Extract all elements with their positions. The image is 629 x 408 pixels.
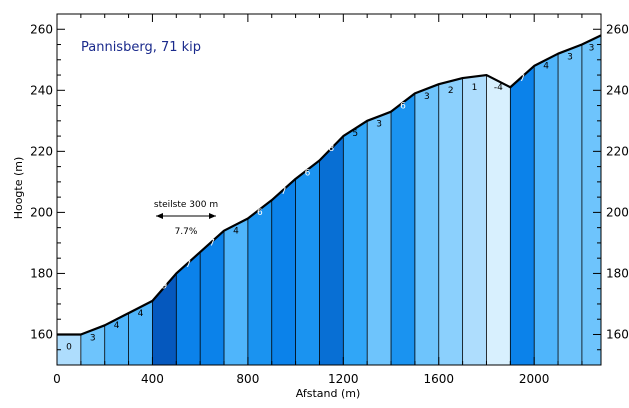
y-tick-label-left: 200 (30, 205, 53, 219)
gradient-segment (486, 75, 511, 365)
y-tick-label-left: 180 (30, 266, 53, 280)
y-tick-label-left: 240 (30, 83, 53, 97)
gradient-label: 1 (472, 83, 478, 93)
gradient-label: 6 (257, 208, 263, 218)
segment-dividers (80, 44, 583, 365)
gradient-label: 0 (66, 342, 72, 352)
gradient-label: 4 (138, 309, 144, 319)
gradient-label: 7 (185, 260, 191, 270)
gradient-segment (152, 273, 177, 365)
gradient-label: 3 (424, 92, 430, 102)
y-tick-label-left: 220 (30, 144, 53, 158)
axis-ticks (56, 13, 601, 366)
steepest-value: 7.7% (175, 227, 198, 237)
gradient-segment (462, 75, 487, 365)
gradient-segment (558, 44, 582, 366)
gradient-segment (510, 65, 535, 365)
gradient-segment (534, 53, 559, 366)
x-tick-label: 1200 (328, 372, 359, 386)
y-tick-label-right: 180 (606, 266, 629, 280)
gradient-segment (581, 35, 601, 365)
chart-title: Pannisberg, 71 kip (81, 40, 201, 55)
gradient-label: 6 (305, 169, 311, 179)
gradient-segment (367, 111, 392, 366)
gradient-segment (247, 200, 272, 365)
gradient-label: 2 (448, 86, 454, 96)
gradient-segment (414, 84, 439, 365)
x-tick-label: 800 (236, 372, 259, 386)
gradient-label: 4 (543, 62, 549, 72)
x-tick-label: 400 (141, 372, 164, 386)
gradient-label: 3 (376, 120, 382, 130)
x-tick-label: 1600 (423, 372, 454, 386)
gradient-label: -4 (494, 83, 503, 93)
gradient-label: 7 (281, 187, 287, 197)
y-axis-title: Hoogte (m) (12, 157, 25, 220)
gradient-segment (128, 300, 153, 365)
gradient-label: 9 (162, 281, 168, 291)
gradient-label: 7 (519, 74, 525, 84)
gradient-label: 8 (329, 144, 335, 154)
gradient-label: 3 (567, 53, 573, 63)
steepest-annotation: steilste 300 m 7.7% (154, 200, 218, 237)
gradient-label: 4 (233, 226, 239, 236)
gradient-segment (319, 136, 344, 365)
x-tick-label: 2000 (519, 372, 550, 386)
gradient-segment (438, 78, 463, 366)
x-tick-label: 0 (53, 372, 61, 386)
gradient-label: 4 (114, 321, 120, 331)
y-tick-label-left: 160 (30, 327, 53, 341)
x-axis-title: Afstand (m) (296, 387, 361, 400)
y-tick-label-right: 220 (606, 144, 629, 158)
y-tick-label-right: 240 (606, 83, 629, 97)
gradient-segment (295, 160, 320, 365)
gradient-label: 7 (209, 239, 215, 249)
gradient-segment (104, 313, 129, 365)
y-tick-label-right: 160 (606, 327, 629, 341)
gradient-label: 3 (90, 333, 96, 343)
gradient-segment (57, 334, 81, 365)
gradient-label: 5 (352, 129, 358, 139)
gradient-segment (271, 178, 296, 365)
steepest-label: steilste 300 m (154, 200, 218, 210)
elevation-profile-line (57, 34, 602, 336)
gradient-label: 3 (589, 43, 595, 53)
y-tick-label-right: 200 (606, 205, 629, 219)
gradient-segment (224, 218, 248, 365)
gradient-segment (200, 230, 225, 365)
y-tick-label-right: 260 (606, 22, 629, 36)
steepest-arrow-left-head (156, 213, 163, 219)
gradient-segments (57, 35, 601, 366)
gradient-segment (80, 325, 105, 365)
plot-frame (56, 13, 602, 366)
gradient-labels: 0 3 4 4 9 7 7 4 6 7 6 8 5 3 6 3 2 1 -4 7 4 3 3 (66, 43, 594, 352)
gradient-segment (176, 252, 201, 365)
gradient-segment (391, 93, 415, 366)
gradient-label: 6 (400, 101, 406, 111)
gradient-segment (343, 120, 368, 366)
steepest-arrow-right-head (209, 213, 216, 219)
y-tick-label-left: 260 (30, 22, 53, 36)
